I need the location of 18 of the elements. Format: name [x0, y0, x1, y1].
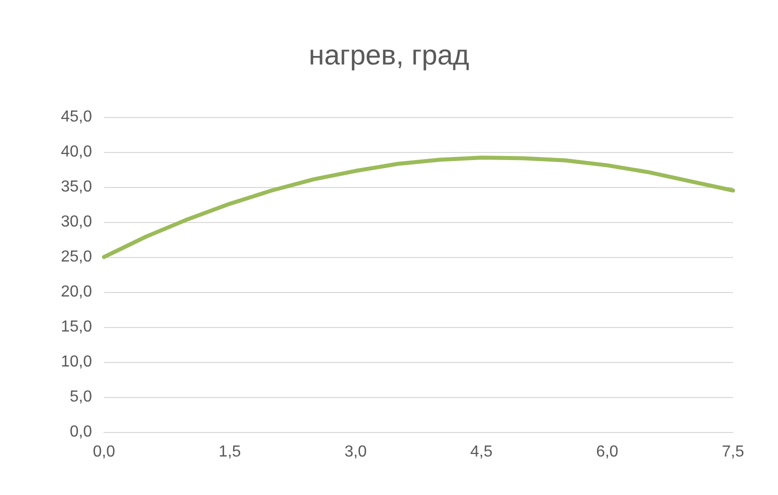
y-tick-label: 45,0	[60, 108, 92, 126]
y-tick-label: 30,0	[60, 214, 92, 230]
y-tick-label: 15,0	[60, 318, 92, 336]
x-tick-label: 3,0	[344, 444, 367, 460]
line-series	[102, 156, 735, 259]
x-tick-label: 0,0	[92, 444, 116, 460]
y-tick-label: 40,0	[60, 144, 92, 160]
y-tick-label: 10,0	[60, 354, 92, 370]
chart-title: нагрев, град	[308, 40, 470, 70]
y-tick-label: 0,0	[70, 424, 92, 440]
y-tick-label: 35,0	[60, 178, 92, 196]
x-tick-label: 7,5	[722, 444, 744, 460]
x-tick-label: 4,5	[470, 444, 493, 460]
x-tick-label: 6,0	[596, 444, 618, 460]
x-tick-label: 1,5	[218, 444, 242, 460]
y-tick-label: 25,0	[60, 248, 92, 266]
y-tick-label: 20,0	[60, 284, 92, 300]
y-tick-label: 5,0	[70, 388, 92, 406]
